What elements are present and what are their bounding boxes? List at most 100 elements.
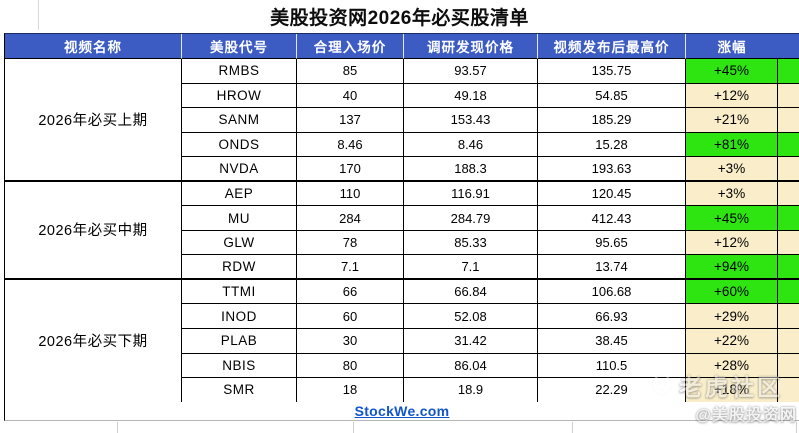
gain-overflow-cell — [778, 83, 799, 109]
ticker-cell: MU — [182, 206, 297, 231]
high-price-cell: 15.28 — [538, 132, 686, 158]
gain-overflow-cell — [778, 378, 799, 403]
sheet-gridline — [796, 421, 797, 433]
entry-price-cell: 66 — [297, 279, 404, 305]
gain-cell: +45% — [686, 59, 778, 84]
header-gain: 涨幅 — [686, 34, 778, 59]
high-price-cell: 193.63 — [538, 157, 686, 182]
entry-price-cell: 170 — [297, 157, 404, 182]
header-entry-price: 合理入场价 — [297, 34, 404, 59]
research-price-cell: 284.79 — [404, 206, 538, 231]
gain-cell: +60% — [686, 279, 778, 305]
gain-cell: +12% — [686, 230, 778, 256]
research-price-cell: 116.91 — [404, 181, 538, 207]
high-price-cell: 135.75 — [538, 59, 686, 84]
entry-price-cell: 8.46 — [297, 132, 404, 158]
ticker-cell: AEP — [182, 181, 297, 207]
gain-overflow-cell — [778, 329, 799, 354]
research-price-cell: 86.04 — [404, 353, 538, 379]
entry-price-cell: 30 — [297, 329, 404, 354]
research-price-cell: 93.57 — [404, 59, 538, 84]
research-price-cell: 49.18 — [404, 83, 538, 109]
research-price-cell: 85.33 — [404, 230, 538, 256]
page-title: 美股投资网2026年必买股清单 — [270, 8, 529, 29]
high-price-cell: 13.74 — [538, 255, 686, 280]
gain-cell: +21% — [686, 108, 778, 133]
gain-overflow-cell — [778, 59, 799, 84]
ticker-cell: RMBS — [182, 59, 297, 84]
research-price-cell: 7.1 — [404, 255, 538, 280]
header-found-price: 调研发现价格 — [404, 34, 538, 59]
entry-price-cell: 78 — [297, 230, 404, 256]
gain-overflow-cell — [778, 108, 799, 133]
ticker-cell: PLAB — [182, 329, 297, 354]
high-price-cell: 95.65 — [538, 230, 686, 256]
research-price-cell: 153.43 — [404, 108, 538, 133]
entry-price-cell: 60 — [297, 304, 404, 330]
ticker-cell: HROW — [182, 83, 297, 109]
gain-cell: +3% — [686, 181, 778, 207]
ticker-cell: GLW — [182, 230, 297, 256]
header-ticker: 美股代号 — [182, 34, 297, 59]
high-price-cell: 412.43 — [538, 206, 686, 231]
group-label: 2026年必买下期 — [5, 279, 182, 403]
ticker-cell: NVDA — [182, 157, 297, 182]
high-price-cell: 66.93 — [538, 304, 686, 330]
ticker-cell: ONDS — [182, 132, 297, 158]
entry-price-cell: 40 — [297, 83, 404, 109]
gain-cell: +12% — [686, 83, 778, 109]
ticker-cell: INOD — [182, 304, 297, 330]
ticker-cell: SANM — [182, 108, 297, 133]
research-price-cell: 18.9 — [404, 378, 538, 403]
gain-overflow-cell — [778, 206, 799, 231]
ticker-cell: NBIS — [182, 353, 297, 379]
entry-price-cell: 284 — [297, 206, 404, 231]
high-price-cell: 110.5 — [538, 353, 686, 379]
group-label: 2026年必买上期 — [5, 59, 182, 182]
research-price-cell: 52.08 — [404, 304, 538, 330]
gain-cell: +29% — [686, 304, 778, 330]
stock-table: 视频名称 美股代号 合理入场价 调研发现价格 视频发布后最高价 涨幅 2026年… — [4, 33, 799, 403]
stockwe-link[interactable]: StockWe.com — [354, 402, 450, 419]
high-price-cell: 185.29 — [538, 108, 686, 133]
research-price-cell: 66.84 — [404, 279, 538, 305]
sheet-gridline — [353, 421, 354, 433]
research-price-cell: 188.3 — [404, 157, 538, 182]
gain-cell: +28% — [686, 353, 778, 379]
header-video-name: 视频名称 — [5, 34, 182, 59]
research-price-cell: 8.46 — [404, 132, 538, 158]
entry-price-cell: 110 — [297, 181, 404, 207]
research-price-cell: 31.42 — [404, 329, 538, 354]
group-label: 2026年必买中期 — [5, 181, 182, 280]
entry-price-cell: 137 — [297, 108, 404, 133]
entry-price-cell: 7.1 — [297, 255, 404, 280]
title-row: 美股投资网2026年必买股清单 — [0, 0, 799, 33]
gain-overflow-cell — [778, 230, 799, 256]
gain-overflow-cell — [778, 304, 799, 330]
high-price-cell: 38.45 — [538, 329, 686, 354]
gain-overflow-cell — [778, 157, 799, 182]
ticker-cell: TTMI — [182, 279, 297, 305]
gain-overflow-cell — [778, 181, 799, 207]
header-overflow — [778, 34, 799, 59]
gain-cell: +81% — [686, 132, 778, 158]
gain-overflow-cell — [778, 132, 799, 158]
high-price-cell: 106.68 — [538, 279, 686, 305]
sheet-gridline — [38, 0, 39, 30]
gain-cell: +94% — [686, 255, 778, 280]
entry-price-cell: 80 — [297, 353, 404, 379]
high-price-cell: 54.85 — [538, 83, 686, 109]
gain-cell: +18% — [686, 378, 778, 403]
entry-price-cell: 18 — [297, 378, 404, 403]
footer-row: StockWe.com — [4, 401, 799, 421]
gain-overflow-cell — [778, 279, 799, 305]
entry-price-cell: 85 — [297, 59, 404, 84]
sheet-gridline — [117, 421, 118, 433]
high-price-cell: 22.29 — [538, 378, 686, 403]
gain-overflow-cell — [778, 255, 799, 280]
gain-cell: +22% — [686, 329, 778, 354]
sheet-gridline — [572, 421, 573, 433]
gain-cell: +45% — [686, 206, 778, 231]
high-price-cell: 120.45 — [538, 181, 686, 207]
